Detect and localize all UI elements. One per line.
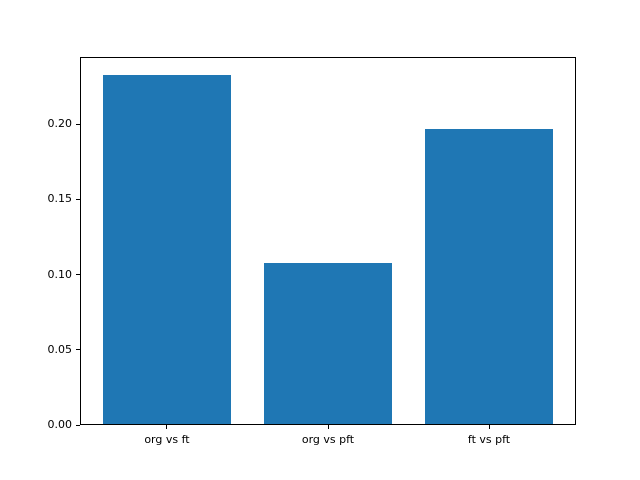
y-tick-mark [76,424,80,426]
y-tick-label: 0.05 [47,342,73,356]
y-tick-label: 0.10 [47,267,73,281]
bar-org-vs-pft [263,262,393,425]
y-tick-mark [76,274,80,276]
bar-org-vs-ft [102,74,232,425]
x-tick-label: org vs ft [144,433,190,446]
x-tick-label: org vs pft [301,433,355,446]
x-tick-label: ft vs pft [467,433,511,446]
plot-area [80,57,576,425]
y-tick-label: 0.00 [47,418,73,431]
y-tick-mark [76,198,80,200]
x-tick-mark [327,425,329,429]
x-tick-mark [488,425,490,429]
y-tick-label: 0.20 [47,117,73,131]
bar-ft-vs-pft [424,128,554,425]
y-tick-mark [76,123,80,125]
y-tick-label: 0.15 [47,192,73,206]
x-tick-mark [166,425,168,429]
y-tick-mark [76,349,80,351]
